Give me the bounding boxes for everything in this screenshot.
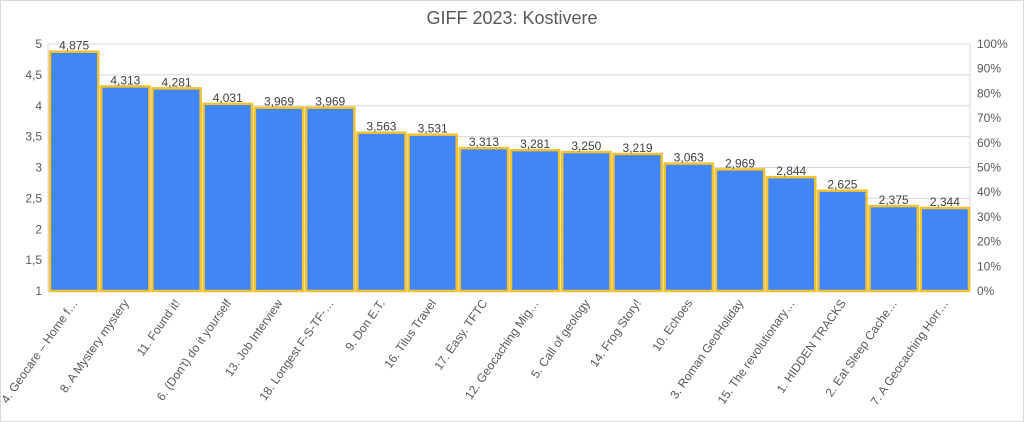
bar — [253, 106, 305, 293]
bar — [48, 50, 100, 293]
bar — [612, 152, 663, 293]
bar — [560, 150, 612, 293]
bar — [202, 102, 254, 293]
y2-tick-label: 100% — [977, 37, 1008, 51]
x-tick-label: 16. Tilus Travel — [381, 297, 439, 371]
y2-tick-label: 40% — [977, 185, 1001, 199]
bar — [868, 204, 920, 293]
bar-value-label: 2,344 — [930, 195, 960, 209]
bar-value-label: 4,031 — [213, 91, 243, 105]
bar — [919, 206, 971, 293]
y2-tick-label: 90% — [977, 62, 1001, 76]
y2-tick-label: 70% — [977, 111, 1001, 125]
x-axis-labels: 4. Geocare – Home f…8. A Mystery mystery… — [0, 296, 951, 408]
data-labels: 4,875 4,313 4,281 4,031 3,969 3,969 3,563 3,531… — [59, 39, 960, 209]
y-tick-label: 1 — [35, 284, 42, 298]
bar-value-label: 2,969 — [725, 156, 755, 170]
bar-value-label: 3,531 — [418, 122, 448, 136]
secondary-y-axis: 0% 10% 20% 30% 40% 50% 60% 70% 80% 90% 100% — [977, 37, 1008, 298]
bar-value-label: 3,969 — [315, 95, 345, 109]
y2-tick-label: 30% — [977, 210, 1001, 224]
x-tick-label: 11. Found it! — [134, 297, 183, 359]
bar-value-label: 3,063 — [674, 151, 704, 165]
y-tick-label: 3,5 — [25, 130, 42, 144]
y-tick-label: 4,5 — [25, 68, 42, 82]
y-tick-label: 4 — [35, 99, 42, 113]
y2-tick-label: 0% — [977, 284, 995, 298]
bar — [356, 131, 407, 293]
y2-tick-label: 60% — [977, 136, 1001, 150]
bar — [458, 146, 510, 293]
bar-value-label: 2,625 — [827, 178, 857, 192]
y-axis: 1 1,5 2 2,5 3 3,5 4 4,5 5 — [25, 37, 42, 298]
y-tick-label: 3 — [35, 161, 42, 175]
y2-tick-label: 20% — [977, 235, 1001, 249]
bar-value-label: 3,313 — [469, 135, 499, 149]
y-tick-label: 1,5 — [25, 253, 42, 267]
bar — [509, 148, 561, 293]
bar — [407, 133, 459, 293]
y2-tick-label: 10% — [977, 259, 1001, 273]
bar-value-label: 3,281 — [520, 137, 550, 151]
bar-value-label: 3,250 — [571, 139, 601, 153]
bar-value-label: 2,375 — [879, 193, 909, 207]
bar-value-label: 2,844 — [776, 164, 806, 178]
bar — [765, 175, 817, 293]
bar — [817, 189, 868, 293]
x-tick-label: 10. Echoes — [649, 297, 695, 354]
y2-tick-label: 80% — [977, 86, 1001, 100]
bar-value-label: 3,563 — [366, 120, 396, 134]
bar-value-label: 3,969 — [264, 95, 294, 109]
bar-value-label: 4,875 — [59, 39, 89, 53]
bar-value-label: 4,281 — [162, 75, 192, 89]
bars — [48, 50, 971, 293]
x-tick-label: 9. Don E.T. — [342, 297, 388, 354]
bar — [151, 87, 202, 293]
y-tick-label: 2 — [35, 222, 42, 236]
bar-value-label: 4,313 — [110, 73, 140, 87]
y-tick-label: 5 — [35, 37, 42, 51]
bar — [663, 162, 715, 293]
bar-value-label: 3,219 — [623, 141, 653, 155]
x-tick-label: 14. Frog Story! — [587, 297, 644, 370]
y2-tick-label: 50% — [977, 161, 1001, 175]
bar — [99, 85, 151, 293]
x-tick-label: 17. Easy. TFTC — [431, 296, 490, 372]
chart-title: GIFF 2023: Kostivere — [426, 8, 598, 28]
bar — [714, 168, 766, 293]
bar — [304, 106, 356, 293]
y-tick-label: 2,5 — [25, 191, 42, 205]
